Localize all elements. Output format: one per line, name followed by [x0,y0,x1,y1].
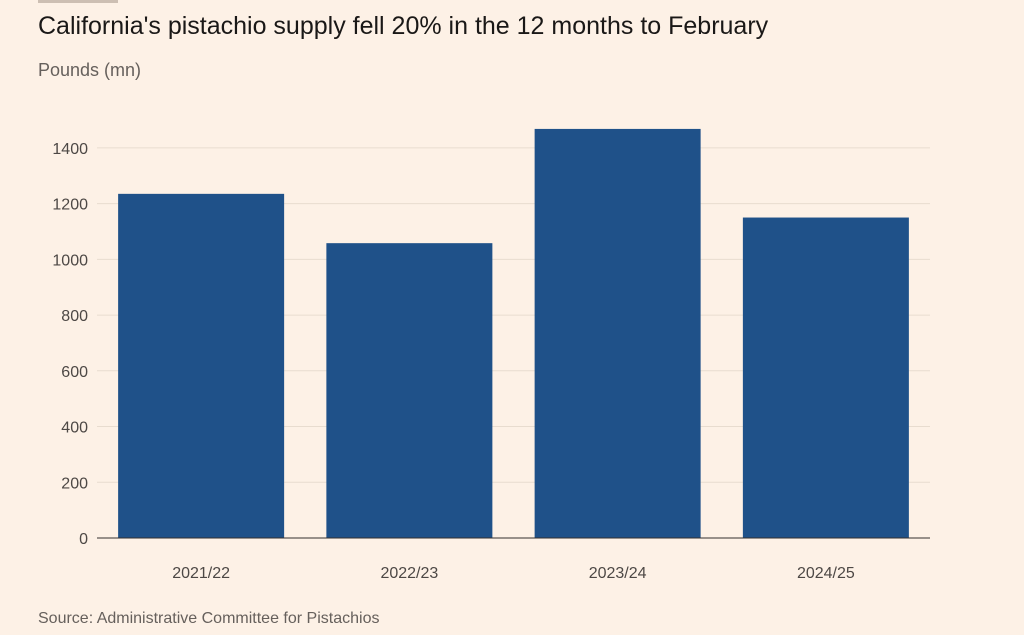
bar [118,193,285,538]
x-tick-label: 2023/24 [589,565,647,582]
y-axis-unit-label: Pounds (mn) [38,60,142,80]
bar [534,128,701,538]
source-note: Source: Administrative Committee for Pis… [38,610,380,627]
bar [326,243,493,539]
bars [118,128,909,539]
bar [742,217,909,539]
x-tick-label: 2024/25 [797,565,855,582]
y-tick-label: 0 [79,531,88,548]
y-tick-label: 600 [61,364,88,381]
y-tick-label: 200 [61,475,88,492]
y-tick-label: 1400 [52,141,88,158]
x-tick-label: 2021/22 [172,565,230,582]
y-tick-label: 1000 [52,252,88,269]
y-axis-ticks: 0 200 400 600 800 1000 1200 1400 [52,141,88,548]
y-tick-label: 400 [61,420,88,437]
x-tick-label: 2022/23 [380,565,438,582]
chart-title: California's pistachio supply fell 20% i… [38,12,769,40]
y-tick-label: 800 [61,308,88,325]
x-axis-ticks: 2021/22 2022/23 2023/24 2024/25 [172,565,855,582]
bar-chart: 0 200 400 600 800 1000 1200 1400 2021/22 2022/23… [52,128,930,582]
y-tick-label: 1200 [52,197,88,214]
top-rule [38,0,118,3]
